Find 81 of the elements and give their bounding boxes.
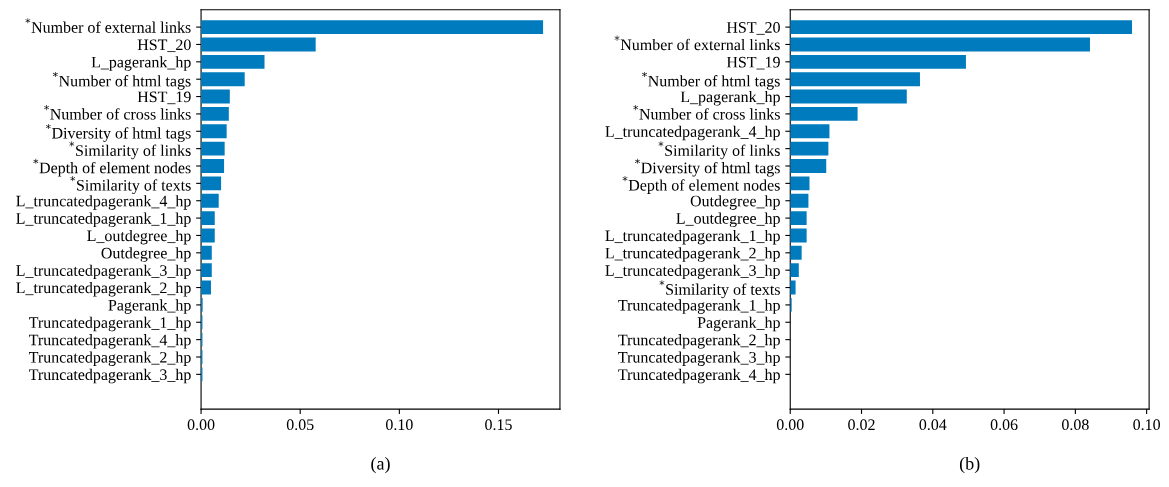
y-tick-label: $^{*}$Number of html tags — [642, 71, 780, 90]
x-tick-label: 0.06 — [990, 419, 1018, 431]
text: (b) — [959, 457, 980, 474]
bar — [790, 176, 810, 191]
bar — [201, 20, 544, 35]
bar — [201, 54, 265, 69]
y-tick-label: $^{*}$Number of html tags — [52, 71, 191, 90]
y-tick-label: Outdegree_hp — [101, 247, 191, 262]
y-tick-label: L_truncatedpagerank_3_hp — [16, 264, 191, 280]
bar — [201, 72, 245, 87]
y-tick-label: Truncatedpagerank_1_hp — [28, 316, 191, 332]
bar — [790, 72, 920, 87]
y-tick-label: L_pagerank_hp — [91, 56, 191, 71]
y-tick-label: Truncatedpagerank_4_hp — [618, 368, 780, 384]
x-tick-label: 0.00 — [776, 419, 804, 431]
y-tick-label: HST_20 — [137, 39, 191, 53]
bar — [790, 141, 829, 156]
bar — [790, 159, 827, 173]
y-tick-label: Truncatedpagerank_4_hp — [28, 334, 191, 349]
y-tick-label: Truncatedpagerank_3_hp — [28, 368, 191, 384]
x-tick-label: 0.04 — [919, 419, 947, 431]
bar — [201, 124, 227, 139]
y-tick-label: Truncatedpagerank_3_hp — [618, 351, 780, 366]
bar — [790, 245, 802, 260]
y-tick-label: Truncatedpagerank_2_hp — [618, 334, 780, 349]
y-tick-label: HST_20 — [726, 22, 780, 35]
bar — [790, 193, 809, 208]
bar — [790, 263, 799, 278]
bar — [790, 124, 830, 139]
bar — [790, 54, 966, 69]
y-tick-label: L_truncatedpagerank_2_hp — [16, 282, 191, 297]
y-tick-label: L_outdegree_hp — [87, 229, 191, 245]
x-tick-label: 0.10 — [385, 419, 413, 431]
bar — [790, 37, 1090, 52]
y-tick-label: $^{*}$Similarity of links — [658, 141, 780, 160]
y-tick-label: HST_19 — [137, 91, 191, 105]
y-tick-label: $^{*}$Similarity of links — [69, 141, 191, 160]
bar — [790, 228, 807, 243]
x-tick-label: 0.00 — [187, 419, 215, 431]
x-tick-label: 0.15 — [485, 419, 512, 431]
y-tick-label: L_truncatedpagerank_4_hp — [16, 195, 191, 210]
y-tick-label: $^{*}$Number of external links — [25, 18, 191, 33]
bar — [201, 37, 316, 52]
bar — [201, 141, 225, 156]
y-tick-label: L_truncatedpagerank_3_hp — [605, 264, 780, 280]
bar — [201, 245, 212, 260]
y-tick-label: Truncatedpagerank_2_hp — [28, 351, 191, 366]
y-tick-label: Pagerank_hp — [108, 299, 191, 314]
bar — [201, 263, 212, 278]
y-tick-label: Outdegree_hp — [690, 195, 780, 210]
y-tick-label: $^{*}$Number of cross links — [44, 105, 191, 120]
text: (a) — [371, 457, 390, 474]
x-tick-label: 0.05 — [286, 419, 314, 431]
y-tick-label: $^{*}$Number of external links — [614, 35, 780, 51]
y-tick-label: L_truncatedpagerank_2_hp — [605, 247, 780, 262]
y-tick-label: L_pagerank_hp — [680, 91, 780, 106]
y-tick-label: Pagerank_hp — [697, 316, 780, 332]
bar — [201, 106, 229, 121]
y-tick-label: L_truncatedpagerank_1_hp — [16, 212, 191, 228]
y-tick-label: $^{*}$Depth of element nodes — [622, 176, 780, 194]
y-tick-label: Truncatedpagerank_1_hp — [618, 299, 780, 314]
bar — [790, 20, 1133, 35]
y-tick-label: L_truncatedpagerank_1_hp — [605, 229, 780, 245]
y-tick-label: $^{*}$Similarity of texts — [70, 176, 191, 194]
x-tick-label: 0.10 — [1133, 419, 1160, 431]
y-tick-label: $^{*}$Diversity of html tags — [45, 124, 191, 142]
y-tick-label: L_truncatedpagerank_4_hp — [605, 125, 780, 141]
x-tick-label: 0.08 — [1061, 419, 1089, 431]
bar — [790, 106, 858, 121]
bar — [201, 89, 230, 104]
bar — [201, 176, 222, 191]
bar — [201, 193, 219, 208]
bar — [201, 159, 225, 173]
y-tick-label: $^{*}$Similarity of texts — [659, 280, 780, 299]
y-tick-label: HST_19 — [726, 56, 780, 70]
bar — [790, 211, 807, 226]
y-tick-label: L_outdegree_hp — [676, 212, 780, 228]
bar — [790, 89, 907, 104]
y-tick-label: $^{*}$Number of cross links — [633, 105, 780, 120]
x-tick-label: 0.02 — [848, 419, 875, 431]
bar — [201, 211, 215, 226]
